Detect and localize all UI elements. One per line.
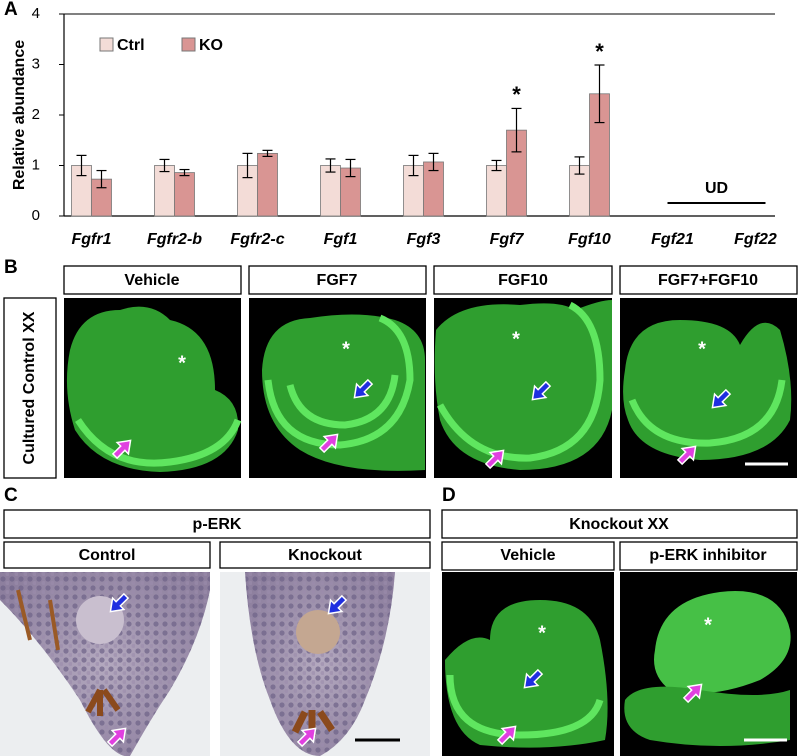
column-header-box [433, 265, 613, 295]
y-tick-label: 2 [32, 106, 40, 123]
significance-star: * [595, 39, 604, 64]
x-tick-label: Fgf1 [324, 231, 358, 248]
bar [174, 172, 195, 217]
panel-c: C p-ERK Control Knockout [0, 485, 431, 756]
column-header: FGF7+FGF10 [658, 272, 758, 289]
bar [154, 165, 175, 217]
legend-swatch [99, 37, 114, 52]
panel-title: Knockout XX [569, 516, 669, 533]
title-box [441, 509, 798, 539]
x-tick-label: Fgf7 [490, 231, 525, 248]
panel-d: D Knockout XX Vehicle p-ERK inhibitor * … [441, 485, 798, 756]
asterisk: * [698, 338, 706, 360]
y-tick-label: 4 [32, 5, 40, 22]
micrograph [220, 572, 430, 756]
column-header: Knockout [288, 547, 362, 564]
bar [320, 165, 341, 217]
annotation-text: UD [705, 180, 728, 197]
x-tick-label: Fgf21 [651, 231, 694, 248]
x-tick-label: Fgf22 [734, 231, 777, 248]
panel-label: A [4, 0, 18, 20]
column-header-box [441, 541, 615, 571]
column-header: Vehicle [500, 547, 555, 564]
bar [257, 152, 278, 217]
micrograph [0, 572, 210, 756]
micrograph: * [620, 298, 797, 478]
column-header-box [619, 541, 798, 571]
asterisk: * [538, 622, 546, 644]
panel-label: C [4, 485, 18, 506]
panel-label: D [442, 485, 456, 506]
column-header: FGF10 [498, 272, 548, 289]
column-header-box [3, 541, 211, 569]
micrograph: * [64, 298, 242, 478]
column-header-box [219, 541, 431, 569]
row-label-box [3, 297, 57, 479]
asterisk: * [704, 614, 712, 636]
asterisk: * [342, 338, 350, 360]
panel-b: B Vehicle FGF7 FGF10 FGF7+FGF10 Cultured… [3, 257, 798, 479]
y-tick-label: 1 [32, 156, 40, 173]
asterisk: * [178, 352, 186, 374]
y-axis-label: Relative abundance [11, 40, 28, 190]
column-header-box [619, 265, 798, 295]
panel-title: p-ERK [193, 516, 242, 533]
micrograph: * [620, 572, 797, 756]
column-header: p-ERK inhibitor [649, 547, 766, 564]
title-box [3, 509, 431, 539]
micrograph: * [442, 572, 614, 756]
column-header: FGF7 [317, 272, 358, 289]
micrograph: * [249, 298, 426, 478]
column-header: Control [79, 547, 136, 564]
legend-swatch [181, 37, 196, 52]
panel-label: B [4, 257, 18, 278]
x-tick-label: Fgfr2-c [230, 231, 284, 248]
column-header-box [63, 265, 242, 295]
x-tick-label: Fgfr1 [72, 231, 112, 248]
significance-star: * [512, 82, 521, 107]
legend-label: Ctrl [117, 37, 145, 54]
y-tick-label: 3 [32, 55, 40, 72]
bar [486, 165, 507, 217]
x-tick-label: Fgf10 [568, 231, 611, 248]
y-tick-label: 0 [32, 207, 40, 224]
bar-chart: A Relative abundance 0 1 2 3 4 Fgfr1 Fgfr2-b Fg… [4, 0, 777, 248]
x-tick-label: Fgf3 [407, 231, 441, 248]
micrograph: * [434, 298, 612, 478]
legend-label: KO [199, 37, 223, 54]
column-header-box [248, 265, 427, 295]
row-label: Cultured Control XX [21, 311, 38, 464]
asterisk: * [512, 328, 520, 350]
column-header: Vehicle [124, 272, 179, 289]
x-tick-label: Fgfr2-b [147, 231, 202, 248]
